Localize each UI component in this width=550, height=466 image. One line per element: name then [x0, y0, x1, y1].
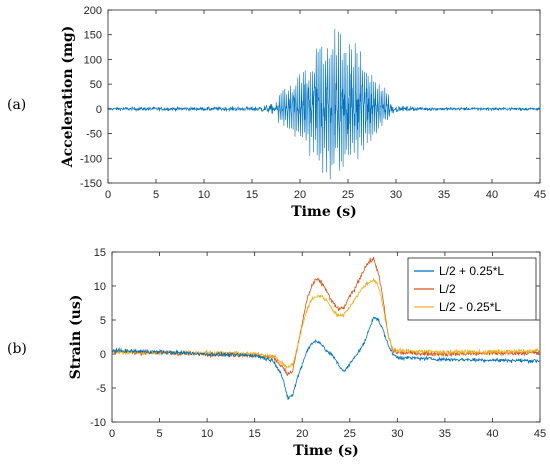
- legend: L/2 + 0.25*L L/2 L/2 - 0.25*L: [407, 257, 537, 321]
- y-tick-label: -5: [96, 383, 106, 395]
- x-tick-label: 30: [391, 428, 403, 440]
- x-tick-label: 10: [198, 189, 210, 201]
- acceleration-series-line: [107, 28, 541, 180]
- panel-label-a: (a): [7, 97, 27, 113]
- x-tick-label: 25: [342, 189, 354, 201]
- y-tick-label: 5: [100, 315, 106, 327]
- y-tick-label: 150: [84, 30, 102, 42]
- x-tick-label: 40: [486, 428, 498, 440]
- x-axis-title: Time (s): [291, 204, 356, 220]
- x-tick-label: 15: [246, 189, 258, 201]
- x-tick-label: 5: [153, 189, 159, 201]
- x-tick-label: 35: [439, 428, 451, 440]
- y-tick-label: -100: [80, 153, 102, 165]
- y-axis-title: Strain (us): [68, 295, 84, 380]
- plot-frame: [111, 251, 541, 423]
- x-tick-label: 0: [105, 189, 111, 201]
- x-tick-label: 20: [294, 189, 306, 201]
- x-tick-label: 25: [344, 428, 356, 440]
- y-tick-label: 0: [96, 104, 102, 116]
- x-tick-label: 35: [438, 189, 450, 201]
- x-tick-label: 15: [249, 428, 261, 440]
- legend-entry-1: L/2: [439, 282, 456, 296]
- x-tick-label: 45: [534, 189, 546, 201]
- y-tick-label: 10: [94, 281, 106, 293]
- y-tick-label: 100: [84, 54, 102, 66]
- x-axis-title: Time (s): [293, 443, 358, 459]
- y-tick-label: -50: [86, 129, 102, 141]
- strain-series-line-0: [111, 316, 541, 400]
- legend-entry-2: L/2 - 0.25*L: [439, 300, 501, 314]
- y-tick-label: 50: [90, 79, 102, 91]
- y-tick-label: -150: [80, 178, 102, 190]
- y-tick-label: -10: [90, 417, 106, 429]
- y-axis-title: Acceleration (mg): [60, 26, 76, 169]
- acceleration-chart: 0 5 10 15 20 25 30 35 40 45 -150 -100 -50 0 50 100 150 20…: [60, 5, 546, 220]
- x-tick-label: 20: [296, 428, 308, 440]
- x-tick-label: 10: [201, 428, 213, 440]
- y-tick-label: 15: [94, 247, 106, 259]
- legend-entry-0: L/2 + 0.25*L: [439, 264, 504, 278]
- plot-frame: [107, 9, 541, 184]
- x-tick-label: 5: [156, 428, 162, 440]
- y-tick-label: 200: [84, 5, 102, 17]
- x-tick-label: 45: [534, 428, 546, 440]
- panel-label-b: (b): [7, 341, 27, 357]
- x-tick-label: 0: [109, 428, 115, 440]
- x-tick-label: 30: [390, 189, 402, 201]
- strain-chart: 0 5 10 15 20 25 30 35 40 45 -10 -5 0 5 10 15 Time (s) Str…: [68, 247, 546, 459]
- x-tick-label: 40: [486, 189, 498, 201]
- y-tick-label: 0: [100, 349, 106, 361]
